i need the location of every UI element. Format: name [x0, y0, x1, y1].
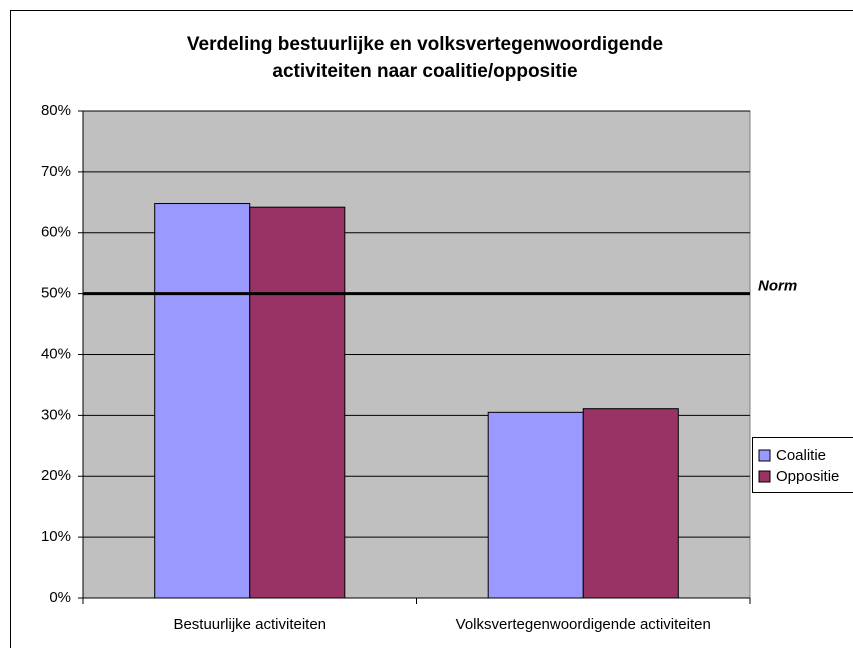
chart-title: activiteiten naar coalitie/oppositie	[272, 61, 577, 82]
y-tick-label: 10%	[41, 528, 71, 545]
chart-title: Verdeling bestuurlijke en volksvertegenw…	[187, 34, 663, 55]
y-tick-label: 60%	[41, 224, 71, 241]
y-tick-label: 50%	[41, 285, 71, 302]
legend-label: Oppositie	[776, 468, 839, 485]
y-tick-label: 40%	[41, 345, 71, 362]
y-tick-label: 70%	[41, 163, 71, 180]
bar	[487, 411, 584, 599]
bar	[154, 203, 251, 599]
norm-label: Norm	[758, 278, 797, 295]
x-tick-label: Volksvertegenwoordigende activiteiten	[456, 616, 711, 633]
x-tick-label: Bestuurlijke activiteiten	[173, 616, 326, 633]
bar	[582, 408, 679, 599]
legend-box	[752, 437, 853, 493]
y-tick-label: 20%	[41, 467, 71, 484]
y-tick-label: 80%	[41, 102, 71, 119]
legend-swatch	[758, 470, 771, 483]
bar	[249, 206, 346, 599]
y-tick-label: 0%	[49, 589, 71, 606]
legend-label: Coalitie	[776, 447, 826, 464]
y-tick-label: 30%	[41, 406, 71, 423]
legend-swatch	[758, 449, 771, 462]
